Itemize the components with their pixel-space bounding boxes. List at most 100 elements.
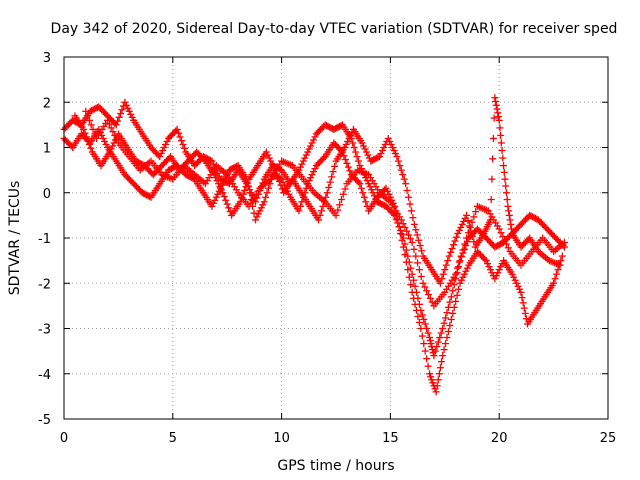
data-point-marker bbox=[354, 178, 362, 186]
data-point-marker bbox=[180, 144, 188, 152]
data-point-marker bbox=[112, 121, 120, 129]
data-point-marker bbox=[481, 255, 489, 263]
data-point-marker bbox=[176, 133, 184, 141]
data-point-marker bbox=[447, 293, 455, 301]
data-point-marker bbox=[401, 223, 409, 231]
data-point-marker bbox=[421, 347, 429, 355]
data-point-marker bbox=[405, 273, 413, 281]
data-point-marker bbox=[265, 154, 273, 162]
data-point-marker bbox=[436, 279, 444, 287]
data-point-marker bbox=[311, 133, 319, 141]
data-point-marker bbox=[415, 236, 423, 244]
y-tick-label: -1 bbox=[38, 232, 51, 247]
data-point-marker bbox=[310, 136, 318, 144]
data-point-marker bbox=[520, 304, 528, 312]
data-point-marker bbox=[308, 171, 316, 179]
data-point-marker bbox=[426, 334, 434, 342]
data-point-marker bbox=[492, 97, 500, 105]
data-point-marker bbox=[446, 321, 454, 329]
data-point-marker bbox=[262, 148, 270, 156]
data-point-marker bbox=[411, 300, 419, 308]
data-point-marker bbox=[214, 190, 222, 198]
data-point-marker bbox=[428, 298, 436, 306]
data-point-marker bbox=[377, 150, 385, 158]
x-tick-label: 15 bbox=[382, 431, 399, 446]
data-point-marker bbox=[113, 135, 121, 143]
data-point-marker bbox=[409, 214, 417, 222]
data-point-marker bbox=[394, 157, 402, 165]
data-point-marker bbox=[438, 358, 446, 366]
data-point-marker bbox=[84, 112, 92, 120]
data-point-marker bbox=[250, 209, 258, 217]
data-point-marker bbox=[125, 107, 133, 115]
data-point-marker bbox=[448, 245, 456, 253]
y-tick-label: -4 bbox=[38, 368, 51, 383]
data-point-marker bbox=[421, 283, 429, 291]
data-point-marker bbox=[109, 128, 117, 136]
data-point-marker bbox=[345, 134, 353, 142]
data-point-marker bbox=[246, 189, 254, 197]
data-point-marker bbox=[408, 288, 416, 296]
data-point-marker bbox=[212, 193, 220, 201]
data-point-marker bbox=[399, 171, 407, 179]
data-point-marker bbox=[316, 211, 324, 219]
data-point-marker bbox=[391, 150, 399, 158]
data-point-marker bbox=[393, 153, 401, 161]
data-point-marker bbox=[420, 315, 428, 323]
y-axis-label: SDTVAR / TECUs bbox=[7, 181, 23, 296]
data-point-marker bbox=[87, 144, 95, 152]
data-point-marker bbox=[516, 285, 524, 293]
data-point-marker bbox=[495, 116, 503, 124]
data-point-marker bbox=[347, 131, 355, 139]
data-point-marker bbox=[459, 246, 467, 254]
data-point-marker bbox=[491, 275, 499, 283]
data-point-marker bbox=[397, 216, 405, 224]
data-point-marker bbox=[455, 226, 463, 234]
data-point-marker bbox=[508, 270, 516, 278]
data-point-marker bbox=[356, 180, 364, 188]
data-point-marker bbox=[296, 163, 304, 171]
data-point-marker bbox=[464, 217, 472, 225]
data-point-marker bbox=[462, 242, 470, 250]
data-point-marker bbox=[106, 148, 114, 156]
data-point-marker bbox=[295, 207, 303, 215]
data-point-marker bbox=[390, 147, 398, 155]
data-point-marker bbox=[407, 281, 415, 289]
data-point-marker bbox=[400, 175, 408, 183]
data-point-marker bbox=[466, 223, 474, 231]
data-point-marker bbox=[443, 309, 451, 317]
data-point-marker bbox=[495, 266, 503, 274]
data-point-marker bbox=[491, 94, 499, 102]
data-point-marker bbox=[395, 223, 403, 231]
data-point-marker bbox=[220, 178, 228, 186]
data-point-marker bbox=[352, 148, 360, 156]
data-point-marker bbox=[460, 217, 468, 225]
data-point-marker bbox=[124, 104, 132, 112]
data-point-marker bbox=[285, 190, 293, 198]
data-point-marker bbox=[357, 184, 365, 192]
data-point-marker bbox=[488, 175, 496, 183]
data-point-marker bbox=[339, 190, 347, 198]
data-point-marker bbox=[344, 163, 352, 171]
data-point-marker bbox=[423, 355, 431, 363]
data-point-marker bbox=[514, 282, 522, 290]
data-point-marker bbox=[556, 261, 564, 269]
data-point-marker bbox=[341, 185, 349, 193]
data-point-marker bbox=[302, 151, 310, 159]
data-point-marker bbox=[376, 153, 384, 161]
data-point-marker bbox=[241, 186, 249, 194]
data-point-marker bbox=[504, 202, 512, 210]
data-point-marker bbox=[175, 129, 183, 137]
data-point-marker bbox=[557, 257, 565, 265]
data-point-marker bbox=[267, 157, 275, 165]
data-point-marker bbox=[244, 179, 252, 187]
data-point-marker bbox=[456, 279, 464, 287]
data-point-marker bbox=[298, 160, 306, 168]
data-point-marker bbox=[304, 148, 312, 156]
data-point-marker bbox=[214, 180, 222, 188]
data-point-marker bbox=[331, 162, 339, 170]
data-point-marker bbox=[436, 334, 444, 342]
data-point-marker bbox=[501, 175, 509, 183]
data-point-marker bbox=[499, 154, 507, 162]
data-point-marker bbox=[221, 175, 229, 183]
